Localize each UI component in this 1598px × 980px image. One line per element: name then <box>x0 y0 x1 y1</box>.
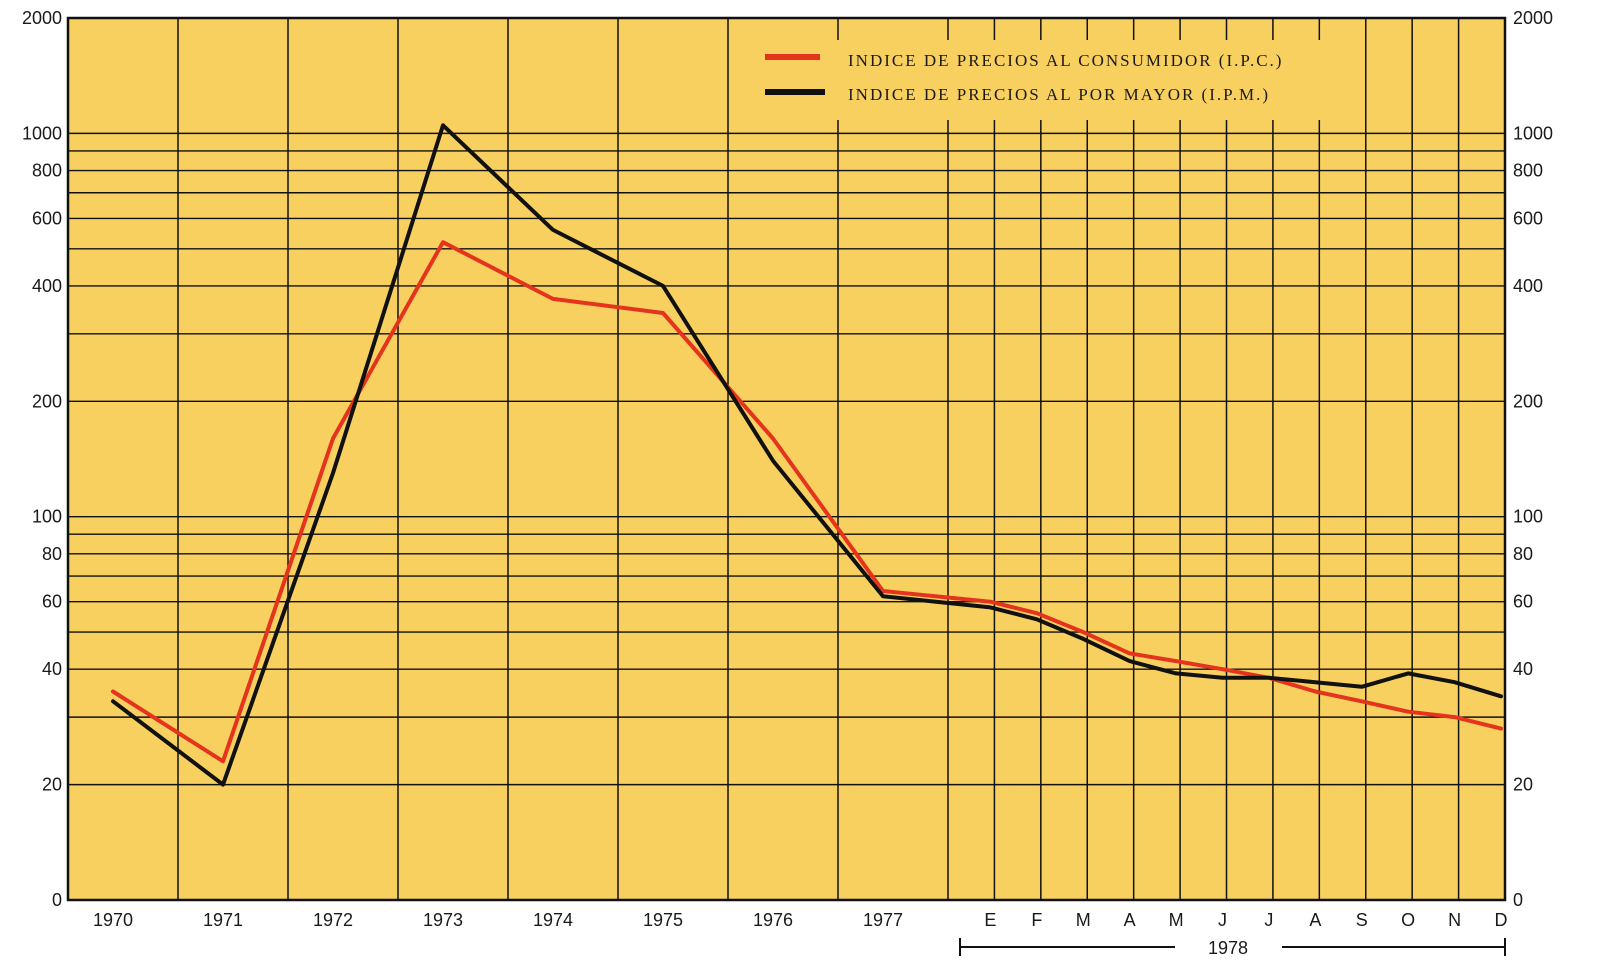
legend-label-ipc: INDICE DE PRECIOS AL CONSUMIDOR (I.P.C.) <box>848 51 1283 70</box>
x-tick-8: E <box>984 910 996 930</box>
y-tick-left-600: 600 <box>32 208 62 228</box>
y-tick-left-0: 0 <box>52 890 62 910</box>
y-tick-right-400: 400 <box>1513 276 1543 296</box>
y-tick-right-60: 60 <box>1513 592 1533 612</box>
year-1978-label: 1978 <box>1208 938 1248 958</box>
x-tick-7: 1977 <box>863 910 903 930</box>
y-tick-right-600: 600 <box>1513 208 1543 228</box>
y-tick-right-800: 800 <box>1513 161 1543 181</box>
y-tick-right-2000: 2000 <box>1513 8 1553 28</box>
x-tick-10: M <box>1076 910 1091 930</box>
vertical-gridlines <box>177 18 1460 900</box>
y-tick-right-80: 80 <box>1513 544 1533 564</box>
x-tick-18: N <box>1448 910 1461 930</box>
y-tick-right-0: 0 <box>1513 890 1523 910</box>
x-tick-5: 1975 <box>643 910 683 930</box>
x-tick-6: 1976 <box>753 910 793 930</box>
x-tick-13: J <box>1218 910 1227 930</box>
y-tick-right-200: 200 <box>1513 391 1543 411</box>
series-line-1 <box>111 123 1503 787</box>
y-tick-right-20: 20 <box>1513 775 1533 795</box>
right-y-tick-labels: 0 20 40 60 80 100 200 400 600 800 1000 2000 <box>1513 8 1553 910</box>
x-tick-0: 1970 <box>93 910 133 930</box>
y-tick-right-100: 100 <box>1513 507 1543 527</box>
y-tick-left-80: 80 <box>42 544 62 564</box>
y-tick-left-400: 400 <box>32 276 62 296</box>
year-1978-bracket: 1978 <box>959 938 1506 958</box>
x-tick-14: J <box>1264 910 1273 930</box>
y-tick-left-100: 100 <box>32 507 62 527</box>
x-tick-12: M <box>1169 910 1184 930</box>
legend-label-ipm: INDICE DE PRECIOS AL POR MAYOR (I.P.M.) <box>848 85 1270 104</box>
y-tick-right-40: 40 <box>1513 659 1533 679</box>
plot-frame <box>66 16 1507 902</box>
x-tick-11: A <box>1124 910 1136 930</box>
y-tick-left-200: 200 <box>32 391 62 411</box>
x-tick-16: S <box>1356 910 1368 930</box>
x-tick-2: 1972 <box>313 910 353 930</box>
y-tick-left-40: 40 <box>42 659 62 679</box>
y-tick-left-2000: 2000 <box>22 8 62 28</box>
left-y-tick-labels: 0 20 40 60 80 100 200 400 600 800 1000 2000 <box>22 8 62 910</box>
x-tick-9: F <box>1031 910 1042 930</box>
y-tick-left-20: 20 <box>42 775 62 795</box>
x-tick-19: D <box>1495 910 1508 930</box>
series-line-0 <box>111 240 1503 764</box>
y-tick-left-800: 800 <box>32 161 62 181</box>
series-lines <box>111 123 1503 787</box>
x-tick-labels: 1970 1971 1972 1973 1974 1975 1976 1977 E F M A M J J A… <box>93 910 1508 930</box>
x-tick-17: O <box>1401 910 1415 930</box>
x-tick-4: 1974 <box>533 910 573 930</box>
x-tick-3: 1973 <box>423 910 463 930</box>
legend-background <box>748 40 1348 120</box>
y-tick-left-60: 60 <box>42 592 62 612</box>
y-tick-right-1000: 1000 <box>1513 123 1553 143</box>
x-tick-1: 1971 <box>203 910 243 930</box>
legend: INDICE DE PRECIOS AL CONSUMIDOR (I.P.C.)… <box>748 40 1348 120</box>
x-tick-15: A <box>1309 910 1321 930</box>
y-tick-left-1000: 1000 <box>22 123 62 143</box>
